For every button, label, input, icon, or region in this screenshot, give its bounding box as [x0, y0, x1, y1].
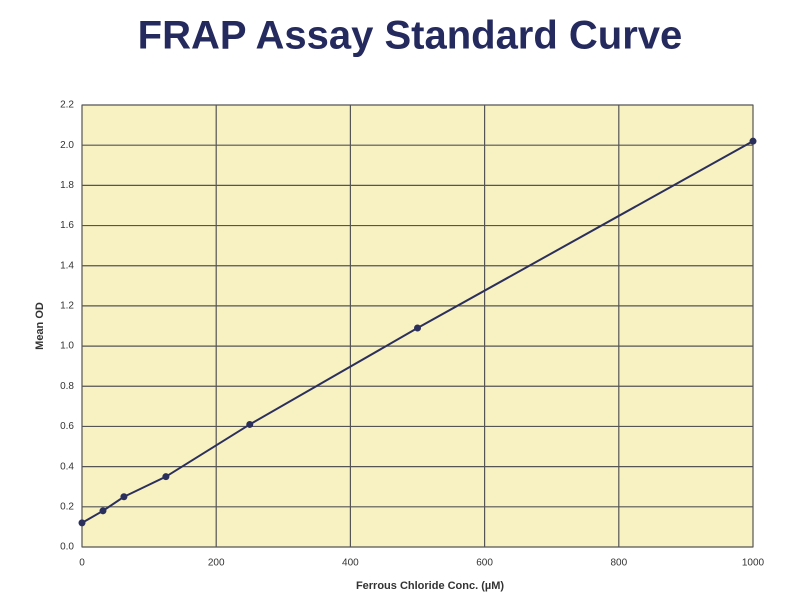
x-tick-label: 400: [342, 558, 359, 569]
x-tick-label: 200: [208, 558, 225, 569]
y-tick-label: 0.4: [60, 461, 74, 472]
data-point: [162, 473, 170, 481]
y-tick-label: 0.8: [60, 381, 74, 392]
y-tick-label: 2.2: [60, 100, 74, 111]
y-tick-label: 0.0: [60, 542, 74, 553]
x-tick-label: 600: [476, 558, 493, 569]
data-point: [120, 493, 128, 501]
y-tick-label: 1.6: [60, 220, 74, 231]
y-tick-label: 1.0: [60, 341, 74, 352]
data-point: [246, 420, 254, 428]
y-tick-label: 1.4: [60, 260, 74, 271]
x-tick-label: 0: [79, 558, 85, 569]
data-point: [749, 137, 757, 145]
x-tick-label: 800: [610, 558, 627, 569]
data-point: [414, 324, 421, 332]
y-tick-label: 0.2: [60, 501, 74, 512]
chart-title: FRAP Assay Standard Curve: [138, 14, 683, 58]
x-tick-label: 1000: [742, 558, 765, 569]
y-tick-label: 0.6: [60, 421, 74, 432]
y-axis-label: Mean OD: [34, 302, 46, 350]
data-point: [99, 507, 107, 515]
data-point: [78, 519, 86, 527]
y-tick-label: 2.0: [60, 140, 74, 151]
x-axis-label: Ferrous Chloride Conc. (µM): [356, 580, 504, 592]
y-tick-label: 1.2: [60, 301, 74, 312]
y-tick-label: 1.8: [60, 180, 74, 191]
